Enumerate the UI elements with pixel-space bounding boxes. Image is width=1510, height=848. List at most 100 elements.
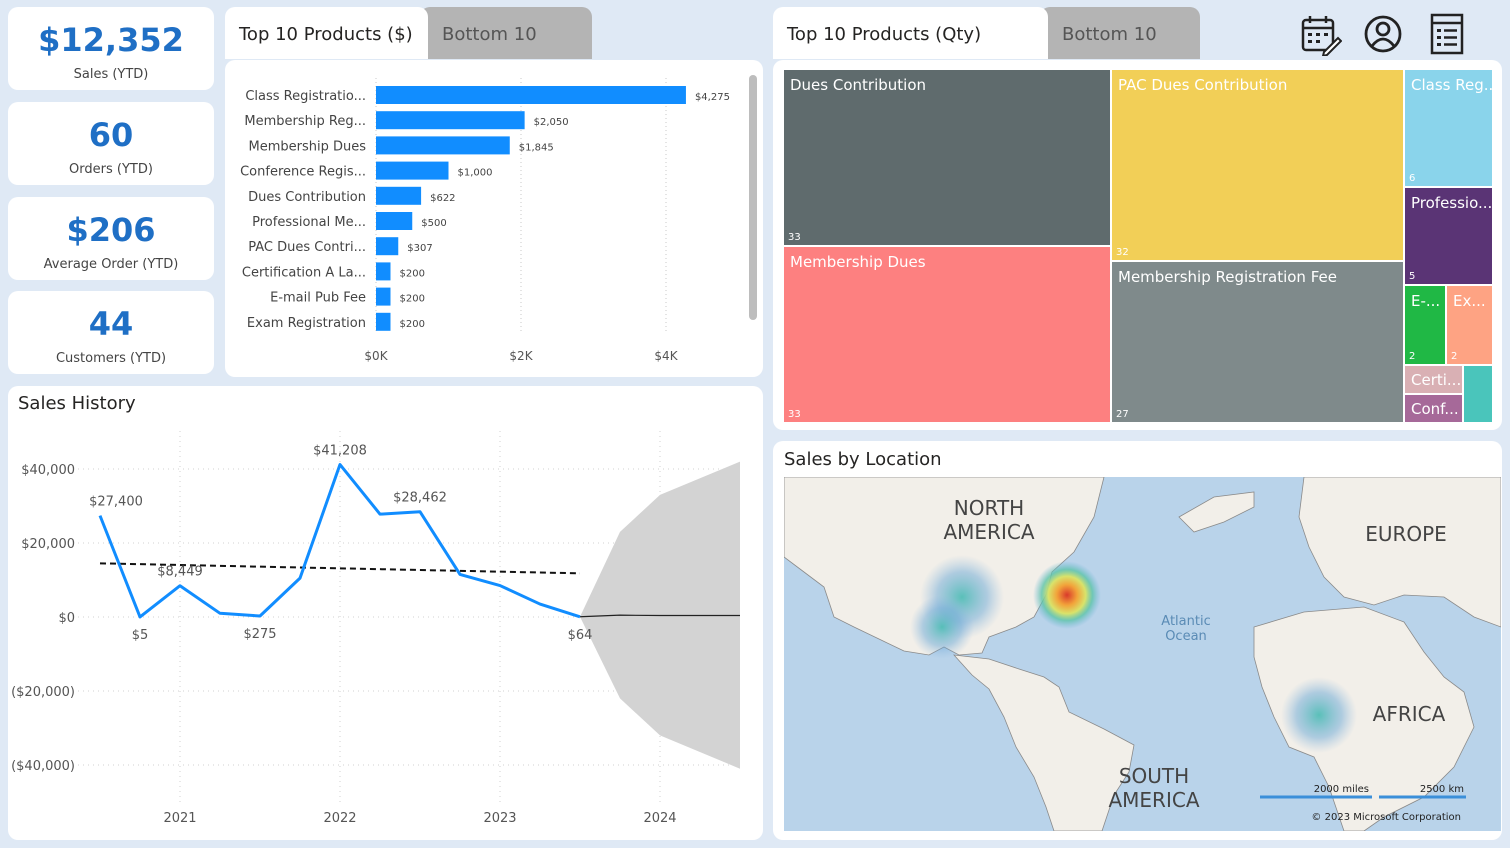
sales-point-label: $27,400: [89, 495, 143, 510]
bar-category-label: Class Registratio...: [245, 89, 366, 104]
treemap-tile[interactable]: Certi...: [1404, 365, 1463, 394]
label-south-america-line: SOUTH: [1119, 764, 1189, 788]
tile-qty: 33: [788, 409, 801, 420]
tile-qty: 33: [788, 232, 801, 243]
treemap-tile[interactable]: Ex... 2: [1446, 285, 1493, 365]
line-y-tick-label: $0: [58, 611, 75, 626]
label-south-america-line: AMERICA: [1108, 788, 1199, 812]
treemap-tile[interactable]: Membership Registration Fee 27: [1111, 261, 1404, 423]
sales-point-label: $275: [243, 627, 276, 642]
tab-bottom-10-qty[interactable]: Bottom 10: [1040, 7, 1200, 59]
report-icon[interactable]: [1425, 12, 1469, 56]
kpi-value: $12,352: [38, 21, 184, 59]
user-icon[interactable]: [1361, 12, 1405, 56]
tab-top-10-qty[interactable]: Top 10 Products (Qty): [773, 7, 1048, 59]
heat-spot-west-africa: [1281, 677, 1357, 753]
top-products-bar-chart: $0K $2K $4K Class Registratio... $4,275 Membe…: [240, 78, 730, 363]
tile-label: Membership Registration Fee: [1118, 268, 1337, 286]
tab-bottom-10-sales[interactable]: Bottom 10: [420, 7, 592, 59]
bar: [376, 86, 686, 104]
bar-category-label: Conference Regis...: [240, 165, 366, 180]
world-map[interactable]: NORTH AMERICA EUROPE AFRICA SOUTH AMERICA …: [784, 477, 1501, 831]
tile-label: Dues Contribution: [790, 76, 927, 94]
kpi-label: Orders (YTD): [69, 162, 153, 177]
line-y-tick-label: ($40,000): [11, 759, 75, 774]
label-south-america: SOUTH AMERICA: [1108, 764, 1199, 812]
bar-value-label: $200: [400, 319, 425, 330]
map-copyright: © 2023 Microsoft Corporation: [1311, 812, 1461, 823]
sales-history-card: Sales History $40,000 $20,000 $0 ($20,000) (…: [8, 386, 763, 840]
kpi-value: 60: [88, 116, 134, 154]
bar-x-tick-label: $4K: [654, 349, 678, 363]
tile-label: Ex...: [1453, 292, 1486, 310]
bar: [376, 287, 391, 306]
bar: [376, 212, 413, 230]
sales-point-label: $28,462: [393, 491, 447, 506]
line-y-tick-label: $20,000: [21, 537, 75, 552]
line-x-tick-label: 2024: [643, 811, 676, 826]
sales-by-location-card: Sales by Location NORTH AMERICA: [773, 441, 1502, 840]
map-title: Sales by Location: [784, 449, 942, 470]
kpi-value: $206: [66, 211, 156, 249]
tile-label: PAC Dues Contribution: [1118, 76, 1288, 94]
kpi-orders-card: 60 Orders (YTD): [8, 102, 214, 185]
treemap-tile[interactable]: Conf...: [1404, 394, 1463, 423]
tile-qty: 6: [1409, 173, 1416, 184]
label-ocean-line: Ocean: [1165, 629, 1207, 644]
treemap-tile[interactable]: Class Reg... 6: [1404, 69, 1493, 187]
bar-x-tick-label: $2K: [509, 349, 533, 363]
treemap-tile[interactable]: E-... 2: [1404, 285, 1446, 365]
sales-point-label: $5: [132, 628, 149, 643]
line-y-tick-label: $40,000: [21, 463, 75, 478]
label-africa: AFRICA: [1373, 702, 1446, 726]
tile-label: Membership Dues: [790, 253, 926, 271]
bar-value-label: $500: [421, 218, 446, 229]
bar-category-label: Dues Contribution: [248, 190, 366, 205]
kpi-label: Sales (YTD): [73, 67, 149, 82]
tile-label: Professio...: [1411, 194, 1493, 212]
kpi-label: Average Order (YTD): [43, 257, 179, 272]
label-north-america-line: AMERICA: [943, 520, 1034, 544]
tile-label: E-...: [1411, 292, 1441, 310]
tile-qty: 2: [1409, 351, 1416, 362]
treemap-tile[interactable]: [1463, 365, 1493, 423]
line-y-tick-label: ($20,000): [11, 685, 75, 700]
tile-qty: 27: [1116, 409, 1129, 420]
bar-value-label: $200: [400, 294, 425, 305]
tab-top-10-sales[interactable]: Top 10 Products ($): [225, 7, 428, 59]
bar-value-label: $200: [400, 268, 425, 279]
bar-category-label: Exam Registration: [247, 316, 366, 331]
kpi-sales-card: $12,352 Sales (YTD): [8, 7, 214, 90]
treemap-tile[interactable]: PAC Dues Contribution 32: [1111, 69, 1404, 261]
south-america-land: [952, 654, 1135, 831]
kpi-average-order-card: $206 Average Order (YTD): [8, 197, 214, 280]
europe-land: [1298, 477, 1501, 628]
line-x-tick-label: 2021: [163, 811, 196, 826]
line-x-tick-label: 2023: [483, 811, 516, 826]
bar: [376, 237, 399, 256]
tile-qty: 32: [1116, 247, 1129, 258]
qty-treemap: Dues Contribution 33 PAC Dues Contributio…: [783, 69, 1493, 423]
kpi-value: 44: [88, 305, 134, 343]
bar-category-label: Membership Dues: [248, 139, 366, 154]
label-north-america-line: NORTH: [954, 496, 1024, 520]
africa-land: [1253, 606, 1475, 831]
bar-category-label: E-mail Pub Fee: [270, 291, 366, 306]
bar-category-label: Professional Me...: [252, 215, 366, 230]
forecast-line: [579, 614, 740, 618]
label-ocean-line: Atlantic: [1161, 614, 1210, 629]
scrollbar[interactable]: [749, 75, 757, 320]
treemap-tile[interactable]: Dues Contribution 33: [783, 69, 1111, 246]
sales-point-label: $64: [568, 628, 593, 643]
treemap-tile[interactable]: Membership Dues 33: [783, 246, 1111, 423]
line-x-tick-label: 2022: [323, 811, 356, 826]
label-ocean: Atlantic Ocean: [1161, 614, 1210, 644]
bar: [376, 186, 422, 205]
treemap-tile[interactable]: Professio... 5: [1404, 187, 1493, 285]
scale-miles: 2000 miles: [1314, 784, 1369, 795]
trend-line: [99, 562, 581, 575]
bar-value-label: $4,275: [695, 92, 730, 103]
calendar-icon[interactable]: [1298, 12, 1343, 58]
sales-point-label: $8,449: [157, 565, 203, 580]
bar-value-label: $2,050: [534, 117, 569, 128]
